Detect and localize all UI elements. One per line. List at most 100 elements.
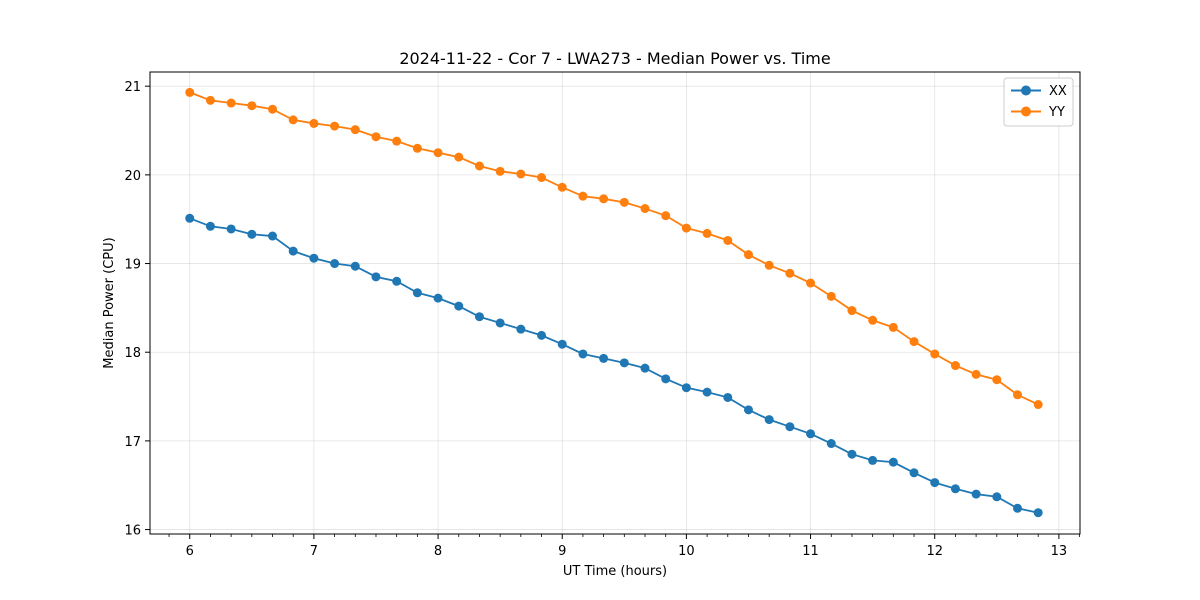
data-point-xx	[619, 358, 629, 368]
data-point-yy	[806, 278, 816, 288]
x-tick-label: 6	[186, 544, 194, 559]
data-point-xx	[888, 457, 898, 467]
x-axis-label: UT Time (hours)	[563, 564, 667, 579]
data-point-yy	[950, 361, 960, 371]
data-point-xx	[495, 318, 505, 328]
data-point-xx	[868, 455, 878, 465]
data-point-yy	[661, 211, 671, 221]
data-point-yy	[392, 136, 402, 146]
data-point-yy	[288, 115, 298, 125]
data-point-yy	[226, 98, 236, 108]
data-point-xx	[661, 374, 671, 384]
data-point-yy	[888, 322, 898, 332]
data-point-yy	[868, 315, 878, 325]
data-point-xx	[764, 415, 774, 425]
data-point-yy	[185, 87, 195, 97]
data-point-xx	[474, 312, 484, 322]
data-point-yy	[992, 375, 1002, 385]
data-point-yy	[930, 349, 940, 359]
data-point-xx	[743, 405, 753, 415]
chart-title: 2024-11-22 - Cor 7 - LWA273 - Median Pow…	[399, 49, 830, 68]
data-point-yy	[537, 173, 547, 183]
data-point-yy	[578, 191, 588, 201]
x-tick-label: 7	[310, 544, 318, 559]
data-point-yy	[599, 194, 609, 204]
data-point-xx	[185, 213, 195, 223]
data-point-xx	[454, 301, 464, 311]
data-point-xx	[640, 363, 650, 373]
data-point-xx	[806, 429, 816, 439]
data-point-yy	[433, 148, 443, 158]
data-point-xx	[247, 229, 257, 239]
data-point-yy	[205, 95, 215, 105]
data-point-xx	[557, 339, 567, 349]
data-point-yy	[350, 125, 360, 135]
data-point-xx	[971, 489, 981, 499]
legend-label-xx: XX	[1049, 84, 1067, 99]
data-point-xx	[330, 259, 340, 269]
data-point-yy	[309, 118, 319, 128]
x-tick-label: 11	[802, 544, 819, 559]
x-tick-label: 10	[678, 544, 695, 559]
data-point-xx	[1013, 503, 1023, 513]
data-point-xx	[702, 387, 712, 397]
data-point-xx	[950, 484, 960, 494]
data-point-yy	[723, 235, 733, 245]
data-point-xx	[516, 324, 526, 334]
plot-frame	[149, 71, 1081, 535]
y-axis-label: Median Power (CPU)	[102, 237, 117, 368]
data-point-xx	[785, 422, 795, 432]
data-point-xx	[930, 478, 940, 488]
data-point-yy	[268, 104, 278, 114]
data-point-yy	[702, 228, 712, 238]
data-point-yy	[495, 166, 505, 176]
data-point-yy	[330, 121, 340, 131]
data-point-xx	[681, 383, 691, 393]
data-point-xx	[288, 246, 298, 256]
x-tick-label: 9	[558, 544, 566, 559]
data-point-xx	[909, 468, 919, 478]
x-tick-label: 12	[926, 544, 943, 559]
legend: XX YY	[1003, 77, 1074, 127]
data-point-yy	[371, 132, 381, 142]
data-point-xx	[371, 272, 381, 282]
data-point-yy	[619, 197, 629, 207]
data-point-yy	[640, 204, 650, 214]
data-point-xx	[992, 492, 1002, 502]
axes-ticks: 6 7 8 9 10 11 12 13 16 17 18 19 20 21	[124, 80, 1080, 559]
data-point-xx	[537, 330, 547, 340]
legend-marker-yy	[1021, 106, 1031, 117]
series-layer	[185, 87, 1043, 518]
data-point-xx	[412, 288, 422, 298]
data-point-xx	[723, 392, 733, 402]
y-tick-label: 17	[124, 435, 141, 450]
data-point-xx	[392, 276, 402, 286]
data-point-xx	[847, 449, 857, 459]
data-point-yy	[764, 260, 774, 270]
data-point-xx	[205, 221, 215, 231]
data-point-yy	[454, 152, 464, 162]
data-point-xx	[268, 231, 278, 241]
data-point-xx	[1033, 508, 1043, 518]
data-point-yy	[971, 369, 981, 379]
data-point-yy	[826, 291, 836, 301]
data-point-xx	[826, 439, 836, 449]
data-point-yy	[785, 268, 795, 278]
data-point-yy	[247, 101, 257, 111]
data-point-xx	[578, 349, 588, 359]
y-tick-label: 21	[124, 80, 141, 95]
y-tick-label: 18	[124, 346, 141, 361]
data-point-xx	[433, 293, 443, 303]
data-point-xx	[309, 253, 319, 263]
legend-label-yy: YY	[1048, 105, 1065, 120]
data-point-yy	[1033, 400, 1043, 410]
x-tick-label: 8	[434, 544, 442, 559]
data-point-yy	[474, 161, 484, 171]
data-point-yy	[557, 182, 567, 192]
data-point-yy	[1013, 390, 1023, 400]
data-point-yy	[909, 337, 919, 347]
data-point-xx	[350, 261, 360, 271]
data-point-xx	[599, 353, 609, 363]
